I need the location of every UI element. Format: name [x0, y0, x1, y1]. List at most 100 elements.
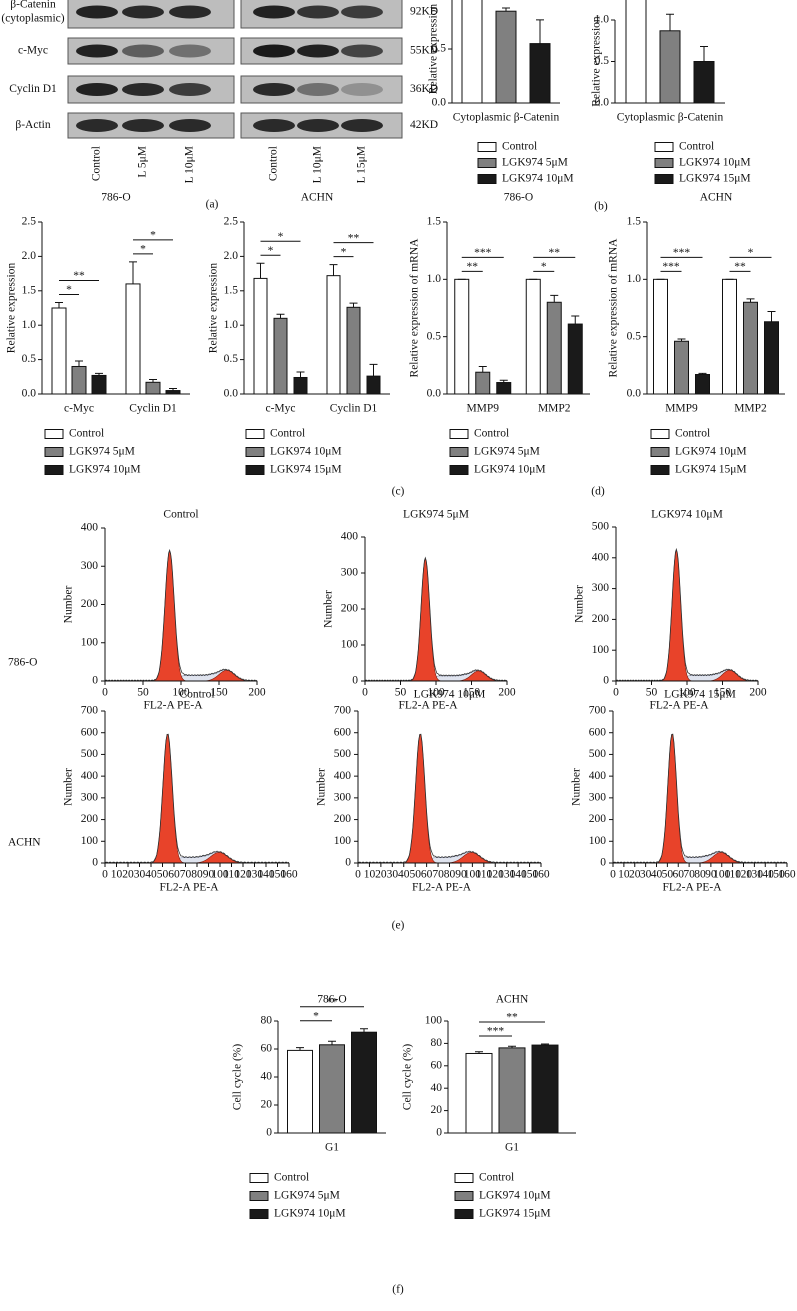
- error-bar: [478, 365, 487, 373]
- y-tick-label: 1.5: [224, 284, 239, 296]
- error-bar: [700, 46, 708, 62]
- x-tick-label: 0: [102, 869, 108, 881]
- y-tick-label: 20: [431, 1104, 443, 1116]
- legend-label: LGK974 10μM: [675, 446, 747, 458]
- x-tick-label: 90: [203, 869, 215, 881]
- x-tick-label: 50: [662, 869, 674, 881]
- error-bar: [502, 7, 510, 12]
- y-tick-label: 1.5: [627, 216, 642, 228]
- x-tick-label: 150: [463, 687, 481, 699]
- x-tick-label: 30: [134, 869, 146, 881]
- x-tick-label: 200: [749, 687, 767, 699]
- bar: [546, 301, 562, 395]
- legend-swatch: [477, 174, 497, 184]
- error-bar: [349, 302, 358, 308]
- y-tick-label: 400: [341, 531, 359, 543]
- blot-band: [76, 83, 118, 96]
- bar: [659, 30, 681, 104]
- x-tick-label: 70: [683, 869, 695, 881]
- error-bar: [329, 264, 338, 276]
- significance-label: *: [341, 246, 347, 258]
- error-bar: [169, 387, 177, 391]
- x-tick-label: 0: [355, 869, 361, 881]
- panel-label: (b): [594, 201, 608, 213]
- chart-title: 786-O: [101, 192, 130, 204]
- chart-title: 786-O: [317, 994, 346, 1006]
- bar: [465, 1052, 493, 1134]
- blot-row-label: c-Myc: [18, 45, 48, 57]
- x-tick-label: 60: [421, 869, 433, 881]
- y-tick-label: 0.0: [595, 97, 610, 109]
- legend-label: LGK974 10μM: [479, 1190, 551, 1202]
- y-tick-label: 100: [81, 835, 99, 847]
- legend-label: LGK974 10μM: [679, 157, 751, 169]
- legend-label: Control: [479, 1172, 514, 1184]
- y-tick-label: 0.0: [22, 388, 37, 400]
- legend-label: Control: [502, 141, 537, 153]
- g1-peak: [105, 733, 289, 864]
- legend-label: LGK974 10μM: [69, 464, 141, 476]
- x-tick-label: Cytoplasmic β-Catenin: [617, 112, 724, 124]
- bar: [366, 375, 381, 395]
- y-tick-label: 300: [592, 582, 610, 594]
- y-tick-label: 0: [266, 1127, 272, 1139]
- x-axis-label: FL2-A PE-A: [398, 700, 458, 712]
- blot-band: [122, 5, 164, 19]
- legend-swatch: [654, 142, 674, 152]
- y-tick-label: 2.0: [224, 250, 239, 262]
- y-tick-label: 0.5: [22, 353, 37, 365]
- blot-band: [341, 5, 383, 19]
- x-tick-label: 160: [532, 869, 550, 881]
- y-tick-label: 0.0: [627, 388, 642, 400]
- legend-swatch: [454, 1173, 474, 1183]
- error-bar: [746, 298, 755, 303]
- y-tick-label: 2.0: [22, 250, 37, 262]
- blot-row-label: (cytoplasmic): [1, 13, 64, 25]
- x-tick-label: 150: [210, 687, 228, 699]
- y-tick-label: 0: [92, 857, 98, 869]
- y-tick-label: 300: [341, 567, 359, 579]
- blot-band: [341, 83, 383, 96]
- y-axis-label: Relative expression: [6, 263, 18, 354]
- blot-size-label: 55KD: [410, 45, 438, 57]
- legend-label: Control: [270, 428, 305, 440]
- x-tick-label: 50: [409, 869, 421, 881]
- x-tick-label: 100: [427, 687, 445, 699]
- bar: [319, 1044, 345, 1134]
- x-tick-label: 0: [102, 687, 108, 699]
- legend-swatch: [245, 429, 265, 439]
- blot-band: [253, 44, 295, 58]
- legend-swatch: [245, 447, 265, 457]
- x-tick-label: 30: [387, 869, 399, 881]
- x-tick-label: 100: [464, 869, 482, 881]
- histogram-outline: [612, 733, 788, 864]
- y-tick-label: 2.5: [224, 216, 239, 228]
- lane-label: Control: [268, 146, 280, 181]
- y-tick-label: 400: [334, 770, 352, 782]
- y-axis-label: Cell cycle (%): [232, 1044, 244, 1111]
- y-tick-label: 1.0: [595, 14, 610, 26]
- x-tick-label: 90: [705, 869, 717, 881]
- x-tick-label: 50: [395, 687, 407, 699]
- x-tick-label: 120: [487, 869, 505, 881]
- x-tick-label: 110: [223, 869, 240, 881]
- y-tick-label: 60: [431, 1059, 443, 1071]
- significance-label: *: [278, 231, 284, 243]
- panel-title: Control: [163, 509, 198, 521]
- y-tick-label: 1.0: [627, 273, 642, 285]
- bar: [531, 1044, 559, 1134]
- chart-title: ACHN: [496, 994, 529, 1006]
- x-tick-label: 30: [640, 869, 652, 881]
- bar: [743, 301, 758, 395]
- x-tick-label: 80: [694, 869, 706, 881]
- y-tick-label: 0: [92, 675, 98, 687]
- bar: [165, 390, 181, 395]
- legend-swatch: [249, 1209, 269, 1219]
- legend-swatch: [44, 429, 64, 439]
- x-tick-label: 140: [257, 869, 275, 881]
- x-tick-label: c-Myc: [64, 403, 94, 415]
- y-tick-label: 80: [431, 1037, 443, 1049]
- x-tick-label: 10: [364, 869, 376, 881]
- x-tick-label: MMP9: [665, 403, 698, 415]
- y-axis-label: Relative expression of mRNA: [608, 238, 620, 378]
